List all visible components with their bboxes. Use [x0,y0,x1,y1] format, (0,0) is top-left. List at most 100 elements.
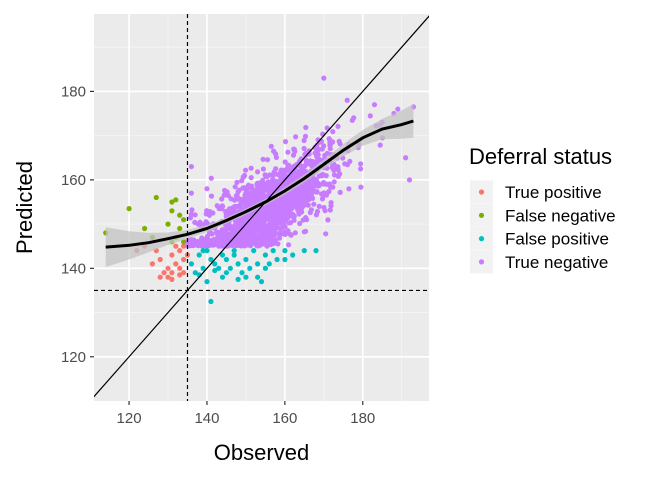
point-true-negative [315,152,321,158]
point-true-negative [335,123,341,129]
point-true-negative [377,142,383,148]
point-false-positive [258,279,265,285]
point-true-negative [316,203,322,209]
identity-line [94,15,429,398]
point-false-negative [177,225,183,232]
y-tick-label: 140 [61,260,86,277]
y-axis-title: Predicted [12,161,37,254]
point-true-negative [335,166,341,172]
point-true-negative [327,146,333,152]
point-true-positive [165,274,171,280]
legend-key-false-negative [478,212,485,218]
point-true-negative [301,145,307,152]
legend-label-false-negative: False negative [505,206,616,225]
point-true-negative [321,75,327,81]
point-false-positive [200,265,206,271]
point-false-negative [177,212,183,218]
point-true-negative [284,195,290,201]
point-true-negative [300,217,306,223]
point-true-negative [312,144,318,151]
point-true-negative [293,134,299,140]
point-true-negative [254,223,260,229]
point-true-negative [241,185,247,191]
point-true-negative [197,219,203,225]
point-true-positive [181,270,187,276]
point-true-negative [302,133,309,139]
point-true-negative [297,220,303,227]
point-false-positive [227,265,233,271]
point-false-positive [262,265,268,271]
point-true-negative [321,192,327,198]
point-true-negative [282,139,289,145]
point-true-negative [188,190,194,196]
point-false-positive [270,248,276,254]
point-true-negative [212,241,218,247]
point-false-positive [262,252,268,258]
point-true-negative [371,102,378,108]
point-true-negative [237,219,243,225]
point-true-negative [249,186,256,193]
point-true-positive [169,252,175,258]
point-true-negative [234,179,240,185]
point-true-negative [192,212,198,218]
point-true-negative [270,176,276,183]
point-true-negative [273,151,279,157]
legend-key-true-positive [478,189,485,195]
point-true-negative [324,125,330,131]
point-false-positive [219,274,226,280]
point-false-positive [247,265,253,271]
point-false-positive [208,256,214,263]
point-false-negative [169,208,175,214]
point-true-negative [282,213,288,219]
point-false-positive [208,298,214,305]
x-tick-label: 140 [194,410,219,427]
point-true-negative [272,237,278,243]
point-true-negative [222,187,228,194]
point-true-negative [259,180,265,186]
point-true-negative [188,163,194,170]
point-false-negative [173,197,179,203]
point-true-positive [173,261,179,267]
point-true-negative [270,181,276,187]
point-true-negative [208,175,214,181]
point-true-negative [206,238,212,244]
point-true-negative [327,207,333,213]
point-true-negative [273,207,279,213]
point-true-negative [281,222,287,229]
point-false-positive [188,261,194,267]
point-true-positive [157,274,163,280]
point-false-positive [235,261,241,267]
point-true-negative [287,231,293,237]
point-true-negative [228,196,234,202]
point-false-positive [301,248,307,254]
point-true-negative [255,240,261,246]
point-true-negative [275,171,281,177]
point-true-negative [406,177,413,183]
point-true-negative [395,106,401,112]
point-true-negative [197,242,203,248]
point-true-negative [255,169,261,175]
point-true-negative [273,166,279,172]
point-false-positive [216,265,222,271]
tick-labels: 120 140 160 180 120 140 160 180 [61,83,375,427]
point-true-negative [260,156,266,162]
point-true-negative [336,138,342,144]
point-true-negative [302,163,308,169]
point-true-negative [255,188,261,194]
point-true-negative [242,192,248,198]
point-true-negative [258,212,264,218]
legend-label-true-positive: True positive [505,183,602,202]
x-tick-label: 180 [350,410,375,427]
point-true-negative [269,215,275,221]
point-false-positive [200,248,206,254]
point-false-positive [282,248,288,254]
point-true-negative [296,208,302,215]
point-true-negative [267,238,273,244]
point-true-negative [306,151,312,157]
point-true-positive [181,256,187,263]
point-true-positive [177,265,183,271]
point-false-positive [212,267,218,274]
point-true-negative [288,202,294,208]
point-true-negative [274,225,280,231]
legend-key-false-positive [478,236,485,242]
